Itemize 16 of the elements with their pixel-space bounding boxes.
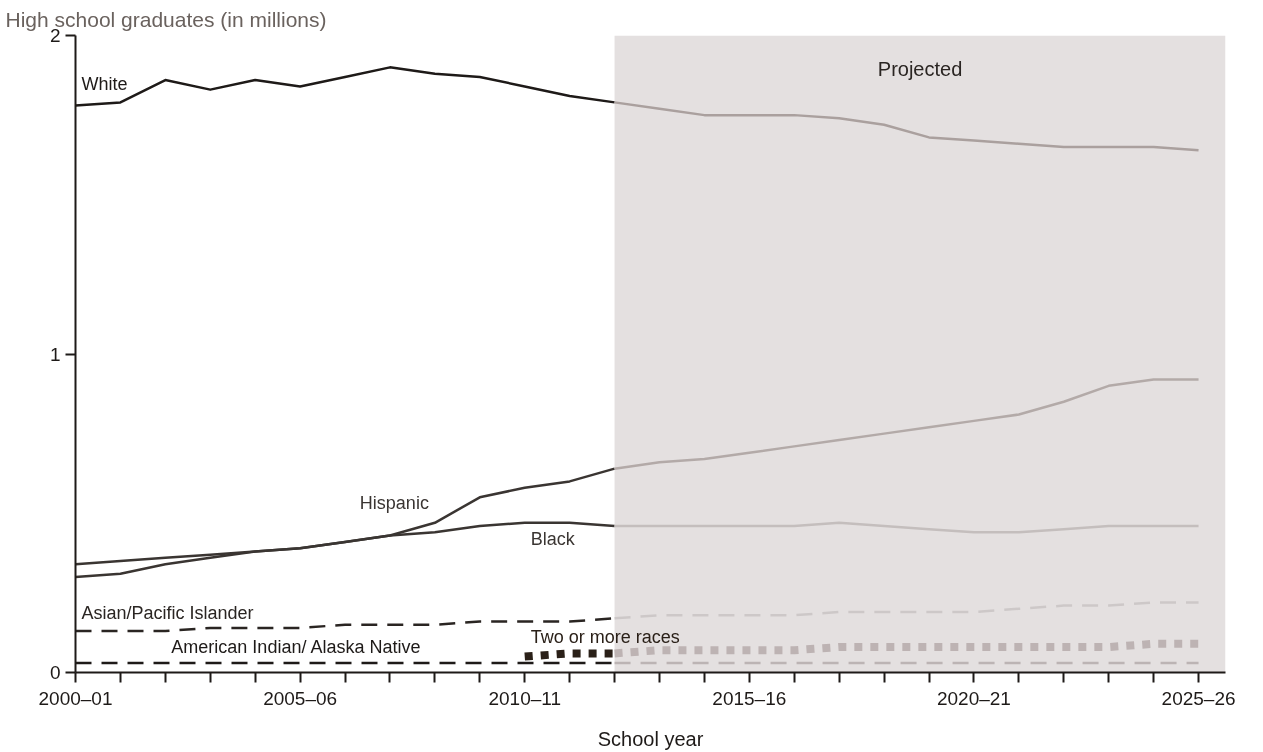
series-label: Two or more races (530, 626, 680, 647)
x-tick-label: 2015–16 (712, 687, 787, 709)
y-tick-label: 1 (49, 343, 61, 365)
x-tick-label: 2005–06 (263, 687, 338, 709)
series-label: White (81, 73, 128, 94)
y-tick-label: 0 (49, 662, 61, 683)
annotation: Projected (877, 57, 963, 80)
series-label: Black (530, 528, 576, 549)
series-label: American Indian/ Alaska Native (171, 636, 421, 657)
series-label: Hispanic (359, 492, 429, 513)
x-tick-label: 2000–01 (38, 687, 113, 709)
x-axis-title: School year (597, 727, 704, 750)
x-tick-label: 2010–11 (488, 687, 561, 709)
x-tick-label: 2025–26 (1161, 687, 1236, 709)
x-tick-label: 2020–21 (936, 687, 1011, 709)
series-label: Asian/Pacific Islander (81, 603, 254, 624)
